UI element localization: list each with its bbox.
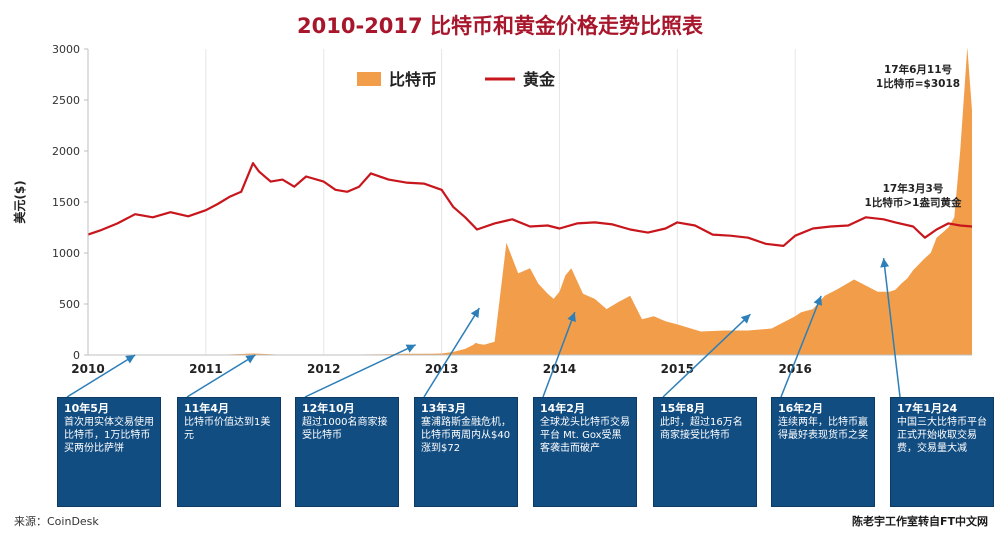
x-tick-label: 2012 [307,362,340,376]
y-tick-label: 1500 [52,196,80,209]
x-tick-label: 2015 [661,362,694,376]
event-date: 15年8月 [660,402,705,415]
legend-label-gold: 黄金 [523,70,556,89]
y-axis-label: 美元($) [12,180,27,223]
annotation-line: 17年6月11号 [884,63,952,76]
event-arrow [542,311,576,398]
x-tick-label: 2016 [778,362,811,376]
event-date: 12年10月 [302,402,355,415]
event-date: 14年2月 [540,402,585,415]
bitcoin-area [88,47,972,355]
event-arrow [880,258,901,398]
event-text: 连续两年，比特币赢得最好表现货币之奖 [778,417,868,441]
y-tick-label: 2000 [52,145,80,158]
legend-label-bitcoin: 比特币 [389,70,437,89]
event-date: 11年4月 [184,402,229,415]
event-date: 10年5月 [64,402,109,415]
y-tick-label: 0 [73,349,80,362]
event-box: 15年8月此时，超过16万名商家接受比特币 [653,397,757,507]
bitcoin-area-layer [88,47,972,355]
event-arrow [423,307,480,398]
annotation-line: 1比特币>1盎司黄金 [865,196,962,209]
event-box: 13年3月塞浦路斯金融危机，比特币两周内从$40涨到$72 [414,397,518,507]
event-box: 14年2月全球龙头比特币交易平台 Mt. Gox受黑客袭击而破产 [533,397,637,507]
legend-swatch-bitcoin [357,72,381,86]
event-text: 超过1000名商家接受比特币 [302,417,388,441]
event-arrow [780,295,822,398]
annotation-line: 17年3月3号 [883,182,944,195]
event-date: 16年2月 [778,402,823,415]
event-box: 16年2月连续两年，比特币赢得最好表现货币之奖 [771,397,875,507]
event-text: 塞浦路斯金融危机，比特币两周内从$40涨到$72 [421,417,511,454]
x-tick-label: 2014 [543,362,576,376]
event-date: 17年1月24 [897,402,958,415]
legend: 比特币 黄金 [357,70,556,89]
y-tick-label: 1000 [52,247,80,260]
event-arrow [662,313,751,398]
y-tick-label: 2500 [52,94,80,107]
event-text: 全球龙头比特币交易平台 Mt. Gox受黑客袭击而破产 [540,417,630,454]
event-box: 17年1月24 中国三大比特币平台正式开始收取交易费，交易量大减 [890,397,994,507]
annotation-line: 1比特币=$3018 [876,77,960,90]
credit-note: 陈老宇工作室转自FT中文网 [851,515,988,528]
source-note: 来源：CoinDesk [14,515,99,528]
grid [87,49,796,355]
event-arrows [66,258,901,398]
event-box: 10年5月首次用实体交易使用比特币，1万比特币买两份比萨饼 [57,397,161,507]
event-text: 首次用实体交易使用比特币，1万比特币买两份比萨饼 [64,417,154,454]
axes: 0500100015002000250030002010201120122013… [12,43,972,376]
event-text: 此时，超过16万名商家接受比特币 [660,417,743,441]
x-tick-label: 2011 [189,362,222,376]
event-arrow [66,354,136,398]
event-box: 12年10月超过1000名商家接受比特币 [295,397,399,507]
event-arrow [186,354,256,398]
event-arrow [304,344,416,398]
gold-line [87,162,973,247]
x-tick-label: 2010 [71,362,104,376]
event-text: 中国三大比特币平台正式开始收取交易费，交易量大减 [897,417,987,454]
y-tick-label: 500 [59,298,80,311]
event-text: 比特币价值达到1美元 [184,417,271,441]
y-tick-label: 3000 [52,43,80,56]
gold-line-layer [87,162,973,247]
event-box: 11年4月比特币价值达到1美元 [177,397,281,507]
event-date: 13年3月 [421,402,466,415]
chart-title: 2010-2017 比特币和黄金价格走势比照表 [297,14,703,38]
